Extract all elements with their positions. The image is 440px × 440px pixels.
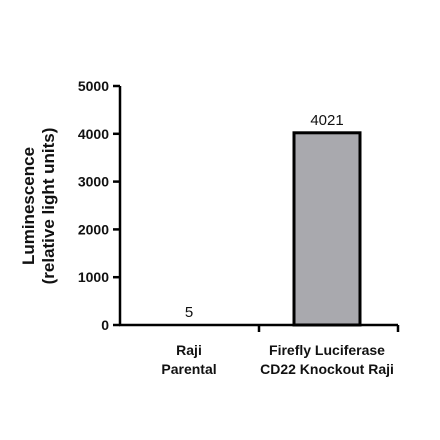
y-tick-label: 0 [101,317,109,333]
data-labels: 5 4021 [185,112,344,321]
y-tick-label: 3000 [78,174,109,190]
bars [156,131,362,327]
data-label: 5 [185,304,193,321]
data-label: 4021 [310,112,343,129]
y-axis-title-line-2: (relative light units) [39,128,58,285]
y-axis-title-line-1: Luminescence [19,147,38,265]
y-axis: 0 1000 2000 3000 4000 5000 [78,78,122,333]
y-tick-label: 5000 [78,78,109,94]
x-category-label: Firefly Luciferase [269,342,385,358]
x-category-label: Parental [161,361,216,377]
y-tick-label: 2000 [78,221,109,237]
y-tick-label: 4000 [78,126,109,142]
x-axis: Raji Parental Firefly Luciferase CD22 Knock… [119,323,400,377]
x-category-label: CD22 Knockout Raji [260,361,394,377]
x-category-label: Raji [176,342,202,358]
y-tick-label: 1000 [78,269,109,285]
bar [292,131,362,327]
